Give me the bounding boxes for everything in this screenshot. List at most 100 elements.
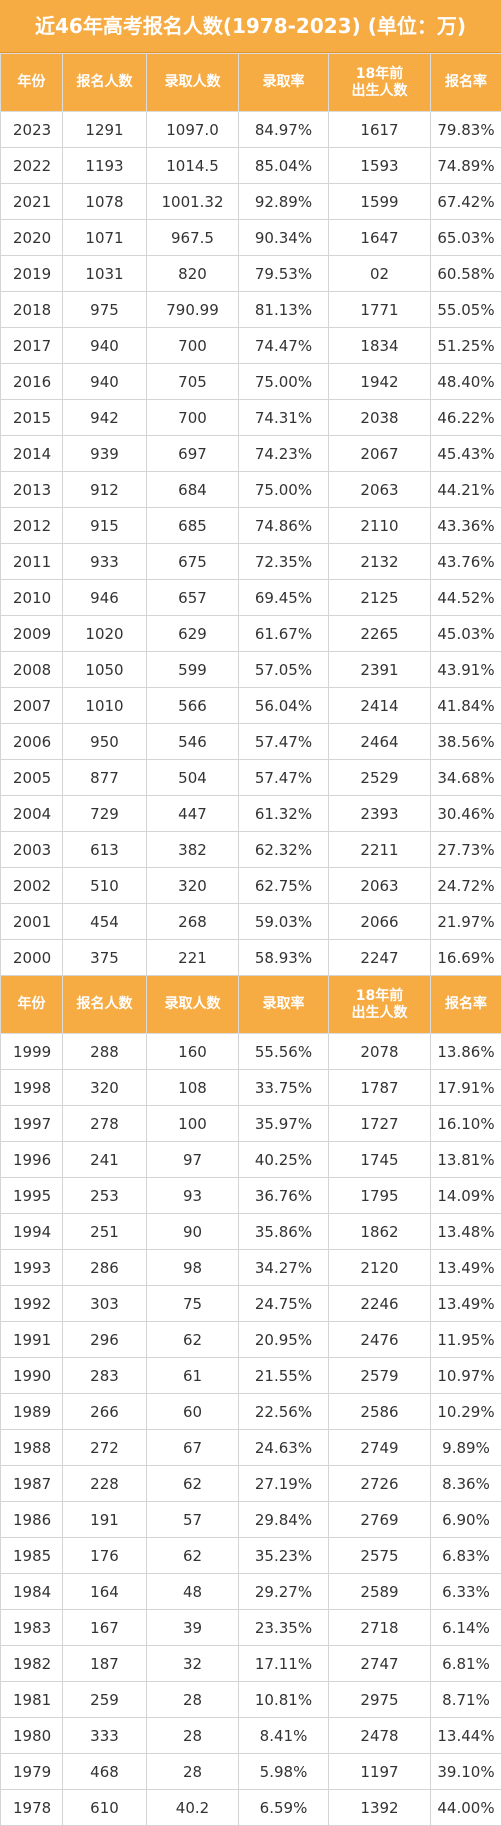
cell-admission-rate: 40.25% [239, 1142, 329, 1178]
cell-admitted: 221 [147, 940, 239, 976]
cell-applicants: 288 [63, 1034, 147, 1070]
cell-apply-rate: 10.29% [431, 1394, 501, 1430]
cell-admission-rate: 21.55% [239, 1358, 329, 1394]
cell-admitted: 599 [147, 652, 239, 688]
cell-year: 1978 [1, 1790, 63, 1826]
cell-applicants: 253 [63, 1178, 147, 1214]
cell-admission-rate: 74.23% [239, 436, 329, 472]
cell-births: 1647 [329, 220, 431, 256]
cell-applicants: 191 [63, 1502, 147, 1538]
header-year: 年份 [1, 976, 63, 1034]
cell-admitted: 1014.5 [147, 148, 239, 184]
cell-admission-rate: 85.04% [239, 148, 329, 184]
cell-admitted: 382 [147, 832, 239, 868]
header-row: 年份 报名人数 录取人数 录取率 18年前出生人数 报名率 [1, 976, 501, 1034]
cell-births: 2078 [329, 1034, 431, 1070]
cell-apply-rate: 6.83% [431, 1538, 501, 1574]
cell-admitted: 705 [147, 364, 239, 400]
cell-apply-rate: 8.71% [431, 1682, 501, 1718]
cell-admitted: 39 [147, 1610, 239, 1646]
cell-admission-rate: 29.27% [239, 1574, 329, 1610]
cell-admitted: 684 [147, 472, 239, 508]
cell-births: 2464 [329, 724, 431, 760]
cell-applicants: 454 [63, 904, 147, 940]
cell-applicants: 942 [63, 400, 147, 436]
cell-admitted: 28 [147, 1682, 239, 1718]
cell-applicants: 1010 [63, 688, 147, 724]
cell-admitted: 100 [147, 1106, 239, 1142]
cell-year: 1989 [1, 1394, 63, 1430]
cell-applicants: 933 [63, 544, 147, 580]
cell-applicants: 283 [63, 1358, 147, 1394]
cell-year: 1993 [1, 1250, 63, 1286]
cell-admitted: 685 [147, 508, 239, 544]
cell-applicants: 1031 [63, 256, 147, 292]
cell-admitted: 60 [147, 1394, 239, 1430]
cell-applicants: 610 [63, 1790, 147, 1826]
cell-year: 1997 [1, 1106, 63, 1142]
cell-applicants: 1071 [63, 220, 147, 256]
cell-apply-rate: 6.33% [431, 1574, 501, 1610]
cell-admitted: 108 [147, 1070, 239, 1106]
cell-births: 1593 [329, 148, 431, 184]
cell-apply-rate: 65.03% [431, 220, 501, 256]
cell-applicants: 1291 [63, 112, 147, 148]
cell-apply-rate: 13.44% [431, 1718, 501, 1754]
cell-applicants: 877 [63, 760, 147, 796]
cell-admission-rate: 6.59% [239, 1790, 329, 1826]
cell-year: 1999 [1, 1034, 63, 1070]
cell-births: 2063 [329, 868, 431, 904]
cell-year: 2014 [1, 436, 63, 472]
header-births-line2: 出生人数 [352, 83, 408, 99]
cell-apply-rate: 51.25% [431, 328, 501, 364]
cell-admitted: 320 [147, 868, 239, 904]
cell-applicants: 187 [63, 1646, 147, 1682]
header-applicants: 报名人数 [63, 976, 147, 1034]
cell-admission-rate: 24.75% [239, 1286, 329, 1322]
table-title: 近46年高考报名人数(1978-2023) (单位：万) [0, 0, 501, 53]
cell-applicants: 266 [63, 1394, 147, 1430]
cell-admitted: 1001.32 [147, 184, 239, 220]
cell-applicants: 915 [63, 508, 147, 544]
cell-admission-rate: 20.95% [239, 1322, 329, 1358]
cell-admission-rate: 62.75% [239, 868, 329, 904]
cell-year: 2003 [1, 832, 63, 868]
cell-births: 2132 [329, 544, 431, 580]
cell-year: 1994 [1, 1214, 63, 1250]
cell-births: 1862 [329, 1214, 431, 1250]
cell-year: 2023 [1, 112, 63, 148]
cell-admitted: 62 [147, 1322, 239, 1358]
cell-births: 1834 [329, 328, 431, 364]
cell-applicants: 375 [63, 940, 147, 976]
cell-apply-rate: 27.73% [431, 832, 501, 868]
cell-births: 2476 [329, 1322, 431, 1358]
cell-births: 2247 [329, 940, 431, 976]
cell-births: 2589 [329, 1574, 431, 1610]
cell-births: 1787 [329, 1070, 431, 1106]
cell-apply-rate: 48.40% [431, 364, 501, 400]
cell-apply-rate: 60.58% [431, 256, 501, 292]
cell-year: 1985 [1, 1538, 63, 1574]
header-applicants: 报名人数 [63, 54, 147, 112]
cell-admission-rate: 8.41% [239, 1718, 329, 1754]
cell-applicants: 468 [63, 1754, 147, 1790]
cell-apply-rate: 79.83% [431, 112, 501, 148]
cell-year: 1992 [1, 1286, 63, 1322]
cell-apply-rate: 6.90% [431, 1502, 501, 1538]
cell-applicants: 259 [63, 1682, 147, 1718]
cell-apply-rate: 45.03% [431, 616, 501, 652]
